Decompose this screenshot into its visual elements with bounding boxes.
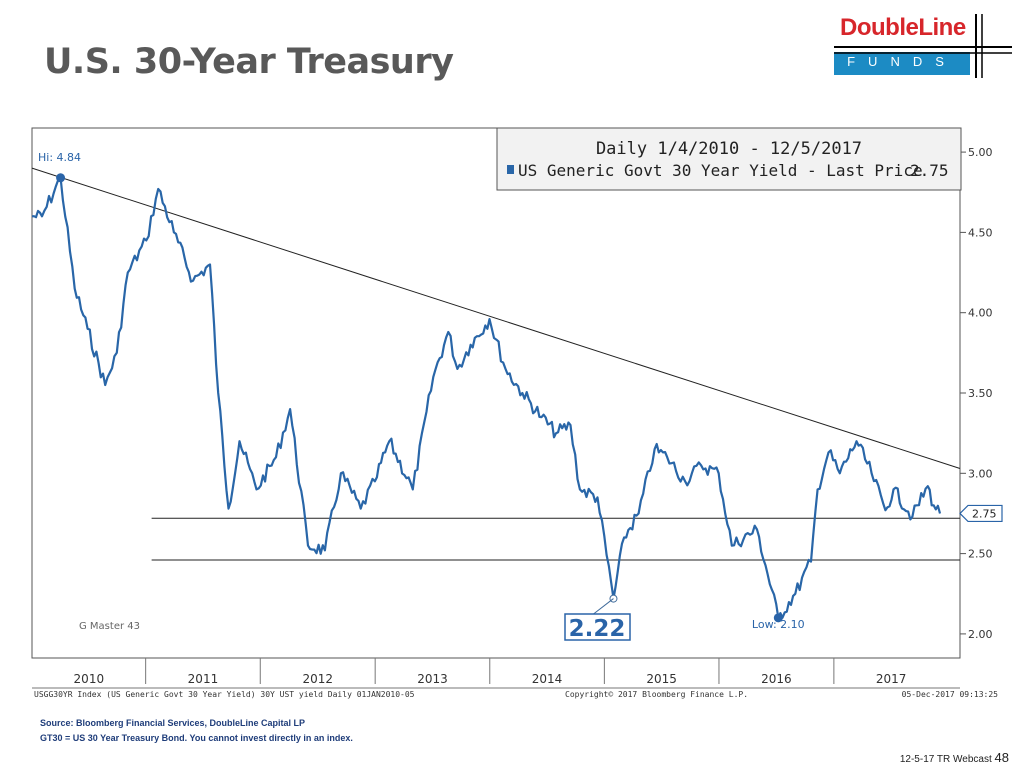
y-tick-label: 2.00 — [968, 628, 993, 641]
slide-title: U.S. 30-Year Treasury — [44, 42, 454, 82]
y-tick-label: 5.00 — [968, 146, 993, 159]
legend-swatch — [507, 165, 514, 174]
yield-chart: 2010 2011 2012 2013 2014 2015 2016 2017 5.00 4.5… — [31, 127, 1003, 699]
low-2016-marker — [773, 613, 783, 623]
y-tick-label: 3.00 — [968, 467, 993, 480]
y-axis: 5.00 4.50 4.00 3.50 3.00 2.50 2.00 — [960, 146, 993, 641]
legend-box — [496, 127, 962, 191]
low-2015-box — [564, 613, 631, 641]
x-axis: 2010 2011 2012 2013 2014 2015 2016 2017 — [32, 658, 960, 689]
x-tick-label: 2012 — [302, 672, 333, 686]
low-2015-label: 2.22 — [569, 616, 626, 642]
trend-line — [31, 167, 961, 469]
y-tick-label: 4.50 — [968, 226, 993, 239]
y-tick-label: 4.00 — [968, 307, 993, 320]
x-tick-label: 2015 — [646, 672, 677, 686]
legend-date-range: Daily 1/4/2010 - 12/5/2017 — [596, 139, 862, 159]
page-number: 48 — [994, 750, 1009, 765]
disclaimer-note: GT30 = US 30 Year Treasury Bond. You can… — [40, 733, 353, 743]
low-2015-leader — [593, 598, 614, 615]
x-tick-label: 2016 — [761, 672, 792, 686]
footer-text: 12-5-17 TR Webcast — [899, 754, 992, 765]
legend-series-name: US Generic Govt 30 Year Yield - Last Pri… — [518, 161, 923, 180]
x-tick-label: 2010 — [74, 672, 105, 686]
logo-sub: FUNDS — [847, 54, 957, 69]
timestamp-footnote: 05-Dec-2017 09:13:25 — [902, 690, 999, 699]
x-tick-label: 2011 — [188, 672, 219, 686]
x-tick-label: 2017 — [876, 672, 907, 686]
master-label: G Master 43 — [79, 621, 140, 632]
legend: Daily 1/4/2010 - 12/5/2017 US Generic Go… — [496, 127, 962, 191]
x-tick-label: 2013 — [417, 672, 448, 686]
series-layer — [31, 176, 942, 619]
y-tick-label: 2.50 — [968, 548, 993, 561]
reference-lines — [31, 167, 961, 561]
last-price-tag — [959, 504, 1003, 523]
high-point-marker — [56, 173, 66, 183]
doubleline-logo: DoubleLine FUNDS — [834, 14, 1012, 78]
index-footnote: USGG30YR Index (US Generic Govt 30 Year … — [34, 690, 415, 699]
last-price-tag-label: 2.75 — [972, 507, 997, 520]
slide-footer: 12-5-17 TR Webcast 48 — [900, 750, 1009, 765]
high-label: Hi: 4.84 — [38, 151, 81, 164]
y-tick-label: 3.50 — [968, 387, 993, 400]
logo-bar — [834, 52, 970, 75]
yield-series-line — [31, 176, 942, 619]
low-2016-label: Low: 2.10 — [752, 618, 805, 631]
plot-frame — [31, 127, 961, 659]
logo-name: DoubleLine — [840, 14, 966, 41]
annotations: Hi: 4.84 2.22 Low: 2.10 2.75 — [38, 151, 1003, 642]
source-note: Source: Bloomberg Financial Services, Do… — [40, 718, 306, 728]
legend-last-price: 2.75 — [910, 161, 949, 180]
copyright-footnote: Copyright© 2017 Bloomberg Finance L.P. — [565, 690, 748, 699]
logo-crosshair-icon — [834, 14, 1012, 78]
x-tick-label: 2014 — [532, 672, 563, 686]
